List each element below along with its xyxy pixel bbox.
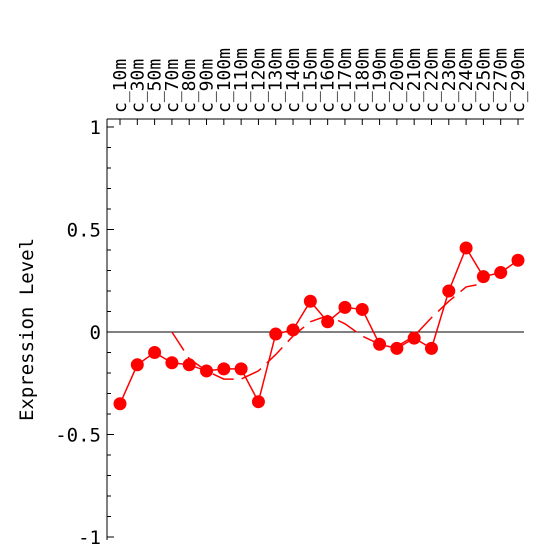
x-tick-label: c_270m	[491, 48, 512, 113]
x-tick-label: c_110m	[231, 48, 252, 113]
x-tick-label: c_30m	[127, 59, 148, 113]
data-point	[407, 331, 421, 345]
y-tick-label: -0.5	[55, 425, 101, 447]
x-tick-label: c_200m	[387, 48, 408, 113]
x-tick-label: c_90m	[197, 59, 218, 113]
y-axis-title: Expression Level	[16, 238, 38, 421]
x-tick-label: c_80m	[179, 59, 200, 113]
y-tick-label: 0	[90, 322, 101, 344]
series-group	[113, 241, 525, 411]
x-tick-label: c_290m	[508, 48, 529, 113]
x-tick-label: c_70m	[162, 59, 183, 113]
data-point	[113, 397, 127, 411]
data-point	[217, 362, 231, 376]
x-tick-label: c_240m	[456, 48, 477, 113]
x-tick-label: c_50m	[145, 59, 166, 113]
data-point	[390, 341, 404, 355]
x-tick-label: c_190m	[370, 48, 391, 113]
y-tick-label: -1	[78, 527, 101, 548]
data-point	[321, 315, 335, 329]
data-point	[165, 356, 179, 370]
series-line	[119, 246, 519, 405]
y-tick-label: 1	[90, 117, 101, 139]
x-tick-label: c_210m	[404, 48, 425, 113]
x-tick-label: c_150m	[300, 48, 321, 113]
data-point	[511, 253, 525, 267]
data-point	[251, 395, 265, 409]
x-axis: c_10mc_30mc_50mc_70mc_80mc_90mc_100mc_11…	[110, 48, 529, 125]
data-point	[494, 266, 508, 280]
x-tick-label: c_10m	[110, 59, 131, 113]
data-point	[355, 302, 369, 316]
data-point	[424, 341, 438, 355]
data-point	[182, 358, 196, 372]
data-point	[459, 241, 473, 255]
data-point	[373, 337, 387, 351]
x-tick-label: c_170m	[335, 48, 356, 113]
data-point	[234, 362, 248, 376]
data-point	[286, 323, 300, 337]
x-tick-label: c_130m	[266, 48, 287, 113]
data-point	[130, 358, 144, 372]
data-point	[338, 300, 352, 314]
data-point	[269, 327, 283, 341]
x-tick-label: c_160m	[318, 48, 339, 113]
x-tick-label: c_250m	[473, 48, 494, 113]
x-tick-label: c_230m	[439, 48, 460, 113]
data-point	[148, 346, 162, 359]
y-tick-label: 0.5	[67, 220, 101, 242]
data-point	[303, 294, 317, 308]
data-point	[476, 270, 490, 284]
y-axis: 1 0.5 0 -0.5 -1	[55, 117, 114, 548]
x-tick-label: c_120m	[248, 48, 269, 113]
data-point	[442, 284, 456, 298]
x-tick-label: c_220m	[421, 48, 442, 113]
x-tick-label: c_100m	[214, 48, 235, 113]
x-tick-label: c_140m	[283, 48, 304, 113]
x-tick-label: c_180m	[352, 48, 373, 113]
data-point	[200, 364, 214, 378]
plot-frame	[106, 118, 524, 540]
